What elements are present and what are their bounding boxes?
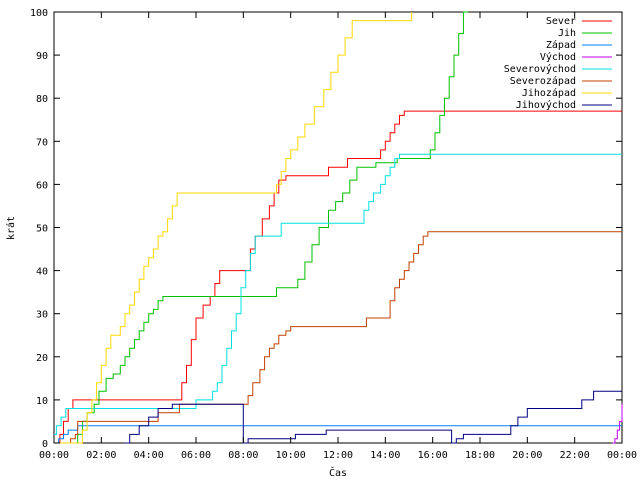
y-axis-label: krát bbox=[5, 216, 17, 240]
x-tick-label: 00:00 bbox=[39, 450, 69, 461]
legend-label: Sever bbox=[546, 16, 576, 27]
legend-label: Západ bbox=[546, 39, 576, 51]
x-tick-label: 08:00 bbox=[228, 450, 258, 461]
legend-label: Východ bbox=[540, 51, 576, 63]
x-tick-label: 10:00 bbox=[276, 450, 306, 461]
axes-layer: 0 10 20 30 40 50 60 70 80 90 100 00:00 02:00 04:00 06:… bbox=[30, 8, 637, 461]
x-tick-label: 12:00 bbox=[323, 450, 353, 461]
x-axis-label: Čas bbox=[329, 466, 347, 479]
y-tick-label: 30 bbox=[36, 310, 48, 321]
legend-label: Severozápad bbox=[510, 75, 576, 87]
series-line-jihozapad bbox=[54, 12, 412, 444]
x-tick-label: 04:00 bbox=[134, 450, 164, 461]
y-tick-label: 60 bbox=[36, 180, 48, 191]
y-tick-label: 80 bbox=[36, 94, 48, 105]
y-tick-label: 0 bbox=[42, 439, 48, 450]
y-tick-label: 90 bbox=[36, 51, 48, 62]
y-tick-label: 20 bbox=[36, 353, 48, 364]
x-tick-label: 00:00 bbox=[607, 450, 637, 461]
x-tick-label: 16:00 bbox=[418, 450, 448, 461]
x-tick-label: 06:00 bbox=[181, 450, 211, 461]
x-tick-label: 22:00 bbox=[560, 450, 590, 461]
series-line-vychod bbox=[612, 404, 623, 444]
y-tick-label: 40 bbox=[36, 267, 48, 278]
legend-label: Severovýchod bbox=[504, 63, 576, 75]
legend-label: Jih bbox=[558, 28, 576, 39]
x-tick-label: 20:00 bbox=[512, 450, 542, 461]
series-line-jih bbox=[54, 11, 469, 444]
legend-label: Jihozápad bbox=[522, 87, 576, 99]
series-line-jihovychod bbox=[125, 390, 622, 444]
y-tick-label: 50 bbox=[36, 224, 48, 235]
series-layer bbox=[54, 11, 623, 444]
x-tick-label: 18:00 bbox=[465, 450, 495, 461]
legend-label: Jihovýchod bbox=[516, 99, 576, 111]
x-tick-label: 02:00 bbox=[86, 450, 116, 461]
legend: SeverJihZápadVýchodSeverovýchodSeverozáp… bbox=[504, 16, 612, 111]
y-tick-label: 10 bbox=[36, 396, 48, 407]
y-tick-label: 100 bbox=[30, 8, 48, 19]
y-tick-label: 70 bbox=[36, 137, 48, 148]
x-tick-label: 14:00 bbox=[370, 450, 400, 461]
